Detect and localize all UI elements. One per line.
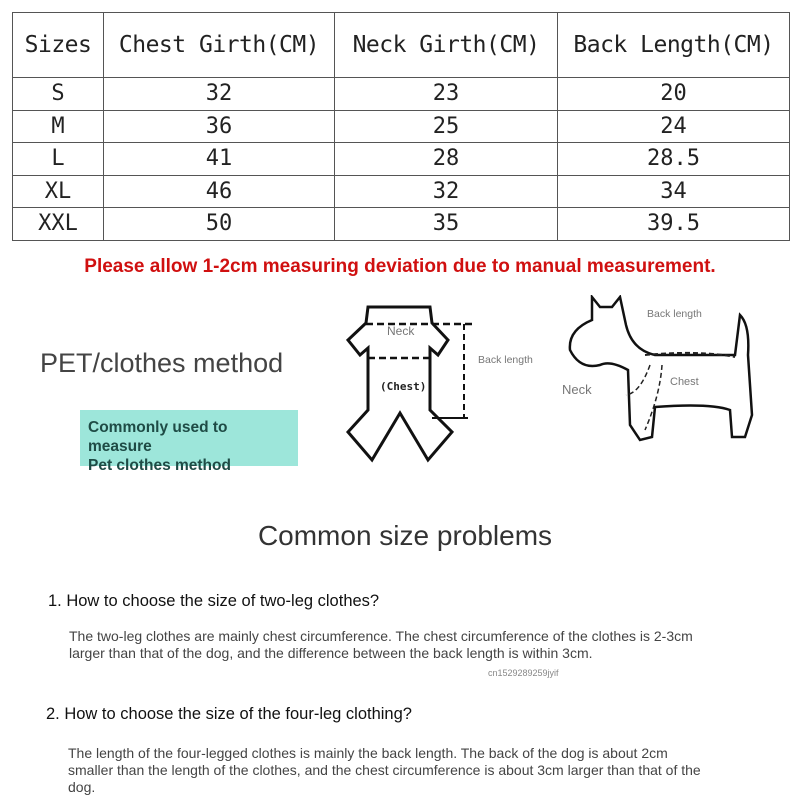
dog-diagram [568, 295, 754, 442]
dog-neck-label: Neck [562, 382, 592, 397]
header-chest: Chest Girth(CM) [103, 12, 335, 78]
clothes-chest-label: (Chest) [380, 380, 427, 393]
method-title: PET/clothes method [40, 348, 284, 378]
table-row: M 36 25 24 [12, 109, 790, 143]
header-neck: Neck Girth(CM) [334, 12, 558, 78]
table-cell: 25 [334, 109, 558, 143]
table-cell: 28.5 [557, 142, 790, 176]
faq-title: Common size problems [257, 520, 553, 551]
clothes-diagram [345, 305, 474, 463]
table-row: XXL 50 35 39.5 [12, 207, 790, 241]
clothes-neck-label: Neck [387, 324, 415, 338]
table-header-row: Sizes Chest Girth(CM) Neck Girth(CM) Bac… [12, 12, 790, 78]
table-cell: 20 [557, 77, 790, 111]
table-cell: 39.5 [557, 207, 790, 241]
table-row: S 32 23 20 [12, 77, 790, 111]
table-cell: 35 [334, 207, 558, 241]
watermark: cn1529289259jyif [488, 668, 559, 678]
faq-answer-1: The two-leg clothes are mainly chest cir… [69, 628, 693, 661]
method-badge: Commonly used to measure Pet clothes met… [80, 410, 298, 474]
table-cell: XXL [12, 207, 104, 241]
dog-back-label: Back length [647, 308, 702, 320]
table-cell: 28 [334, 142, 558, 176]
faq-question-1: 1. How to choose the size of two-leg clo… [48, 592, 380, 610]
table-cell: M [12, 109, 104, 143]
table-cell: 41 [103, 142, 335, 176]
table-cell: 32 [334, 174, 558, 208]
faq-answer-2: The length of the four-legged clothes is… [68, 745, 701, 795]
table-cell: 24 [557, 109, 790, 143]
header-back: Back Length(CM) [557, 12, 790, 78]
table-cell: L [12, 142, 104, 176]
table-cell: 34 [557, 174, 790, 208]
faq-question-2: 2. How to choose the size of the four-le… [46, 705, 412, 723]
deviation-note: Please allow 1-2cm measuring deviation d… [84, 256, 716, 277]
table-cell: 23 [334, 77, 558, 111]
badge-line-2: Pet clothes method [88, 457, 231, 474]
table-cell: 46 [103, 174, 335, 208]
table-row: L 41 28 28.5 [12, 142, 790, 176]
table-cell: XL [12, 174, 104, 208]
size-table: Sizes Chest Girth(CM) Neck Girth(CM) Bac… [12, 12, 790, 241]
table-cell: 50 [103, 207, 335, 241]
table-cell: S [12, 77, 104, 111]
table-row: XL 46 32 34 [12, 174, 790, 208]
table-cell: 36 [103, 109, 335, 143]
dog-chest-label: Chest [670, 376, 699, 388]
badge-line-1: Commonly used to measure [88, 419, 228, 455]
table-cell: 32 [103, 77, 335, 111]
clothes-back-label: Back length [478, 354, 533, 366]
header-sizes: Sizes [12, 12, 104, 78]
